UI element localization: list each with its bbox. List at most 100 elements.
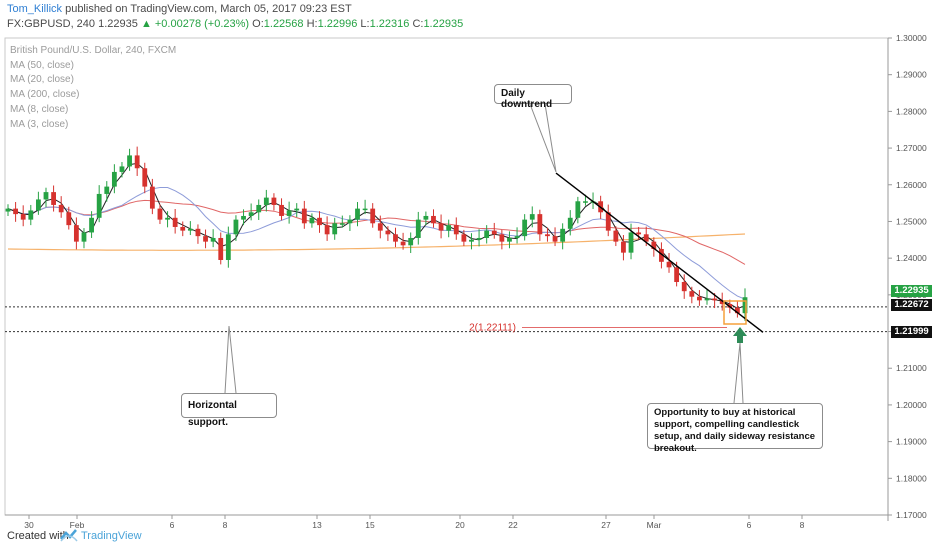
candle-body bbox=[545, 234, 550, 237]
x-tick-label: Feb bbox=[70, 520, 85, 530]
candle-body bbox=[704, 298, 710, 301]
horizontal-support-text: Horizontal support. bbox=[188, 400, 237, 428]
low-label: L: bbox=[360, 18, 370, 30]
candle-body bbox=[309, 217, 315, 224]
ma200-label[interactable]: MA (200, close) bbox=[10, 89, 80, 101]
line1-price-tag: 1.22672 bbox=[891, 299, 932, 311]
candle-body bbox=[210, 237, 216, 242]
candle-body bbox=[636, 232, 642, 235]
candle-body bbox=[666, 261, 672, 268]
candle-body bbox=[218, 237, 224, 260]
candle-body bbox=[674, 267, 680, 283]
candle-body bbox=[35, 199, 41, 211]
candle-body bbox=[271, 197, 277, 205]
opportunity-callout: Opportunity to buy at historical support… bbox=[647, 403, 823, 454]
x-tick-label: 13 bbox=[312, 520, 322, 530]
x-tick-label: 20 bbox=[455, 520, 465, 530]
ma8-label[interactable]: MA (8, close) bbox=[10, 103, 69, 115]
close-label: C: bbox=[412, 18, 424, 30]
candle-body bbox=[248, 212, 254, 216]
ma20-label[interactable]: MA (20, close) bbox=[10, 74, 74, 86]
candle-body bbox=[301, 208, 307, 224]
opportunity-text: Opportunity to buy at historical support… bbox=[654, 407, 816, 454]
candle-body bbox=[111, 171, 117, 187]
candle-body bbox=[43, 192, 49, 200]
candle-body bbox=[689, 291, 695, 297]
candle-body bbox=[203, 236, 208, 242]
tradingview-brand[interactable]: TradingView bbox=[81, 530, 142, 542]
ma8-line bbox=[7, 162, 746, 309]
candle-body bbox=[157, 208, 163, 220]
candle-body bbox=[362, 208, 368, 211]
candle-body bbox=[89, 217, 94, 233]
y-tick-label: 1.25000 bbox=[896, 216, 927, 226]
candle-body bbox=[58, 204, 64, 213]
candle-body bbox=[605, 212, 611, 231]
candle-body bbox=[453, 225, 459, 235]
candle-body bbox=[5, 208, 11, 212]
candle-body bbox=[355, 208, 360, 220]
x-tick-label: 6 bbox=[747, 520, 752, 530]
footer: Created with TradingView bbox=[0, 524, 932, 550]
author-link[interactable]: Tom_Killick bbox=[7, 3, 63, 15]
candle-body bbox=[256, 204, 262, 213]
candle-body bbox=[294, 208, 300, 211]
candle-body bbox=[491, 230, 497, 235]
candle-body bbox=[735, 307, 740, 314]
candle-body bbox=[195, 228, 201, 237]
candle-body bbox=[172, 217, 178, 227]
ma3-label[interactable]: MA (3, close) bbox=[10, 118, 69, 130]
x-tick-label: Mar bbox=[647, 520, 662, 530]
candle-body bbox=[20, 214, 26, 220]
high-label: H: bbox=[306, 18, 318, 30]
candle-body bbox=[127, 155, 132, 167]
x-tick-label: 30 bbox=[24, 520, 34, 530]
downtrend-line bbox=[555, 172, 764, 333]
y-tick-label: 1.28000 bbox=[896, 106, 927, 116]
candle-body bbox=[575, 201, 581, 218]
candle-body bbox=[697, 296, 702, 301]
candle-body bbox=[567, 217, 573, 229]
fib-level-label: 2(1.22111) bbox=[469, 322, 516, 333]
open-label: O: bbox=[252, 18, 264, 30]
candle-body bbox=[263, 197, 269, 205]
candle-body bbox=[643, 234, 649, 242]
candle-body bbox=[339, 223, 345, 225]
candle-body bbox=[552, 236, 558, 242]
candle-body bbox=[142, 168, 148, 187]
y-tick-label: 1.17000 bbox=[896, 510, 927, 520]
candle-body bbox=[514, 236, 520, 238]
published-text: published on TradingView.com, March 05, … bbox=[65, 3, 352, 15]
candle-body bbox=[400, 241, 406, 246]
candle-body bbox=[712, 298, 718, 301]
candle-body bbox=[484, 230, 490, 238]
candle-body bbox=[613, 230, 619, 242]
candle-body bbox=[438, 223, 444, 231]
candle-body bbox=[461, 234, 467, 242]
candle-body bbox=[51, 192, 56, 205]
candle-body bbox=[446, 225, 452, 231]
candle-body bbox=[385, 230, 391, 235]
buy-arrow-icon bbox=[733, 327, 747, 343]
candle-body bbox=[423, 215, 429, 220]
y-tick-label: 1.27000 bbox=[896, 143, 927, 153]
symbol-title: British Pound/U.S. Dollar, 240, FXCM bbox=[10, 45, 177, 56]
x-tick-label: 6 bbox=[170, 520, 175, 530]
last-price-tag: 1.22935 bbox=[891, 285, 932, 297]
symbol-label: FX:GBPUSD, 240 bbox=[7, 18, 96, 30]
candle-body bbox=[499, 234, 505, 242]
candle-body bbox=[476, 237, 482, 240]
x-tick-label: 27 bbox=[601, 520, 611, 530]
y-tick-label: 1.30000 bbox=[896, 33, 927, 43]
candle-body bbox=[742, 297, 748, 314]
y-tick-label: 1.29000 bbox=[896, 70, 927, 80]
candle-body bbox=[317, 217, 322, 226]
candle-body bbox=[233, 219, 239, 235]
candle-body bbox=[469, 239, 474, 242]
candle-body bbox=[529, 214, 535, 220]
x-tick-label: 15 bbox=[365, 520, 375, 530]
ma50-label[interactable]: MA (50, close) bbox=[10, 59, 74, 71]
candle-body bbox=[187, 228, 193, 231]
daily-downtrend-text: Daily downtrend bbox=[501, 88, 553, 110]
candle-body bbox=[719, 300, 725, 305]
